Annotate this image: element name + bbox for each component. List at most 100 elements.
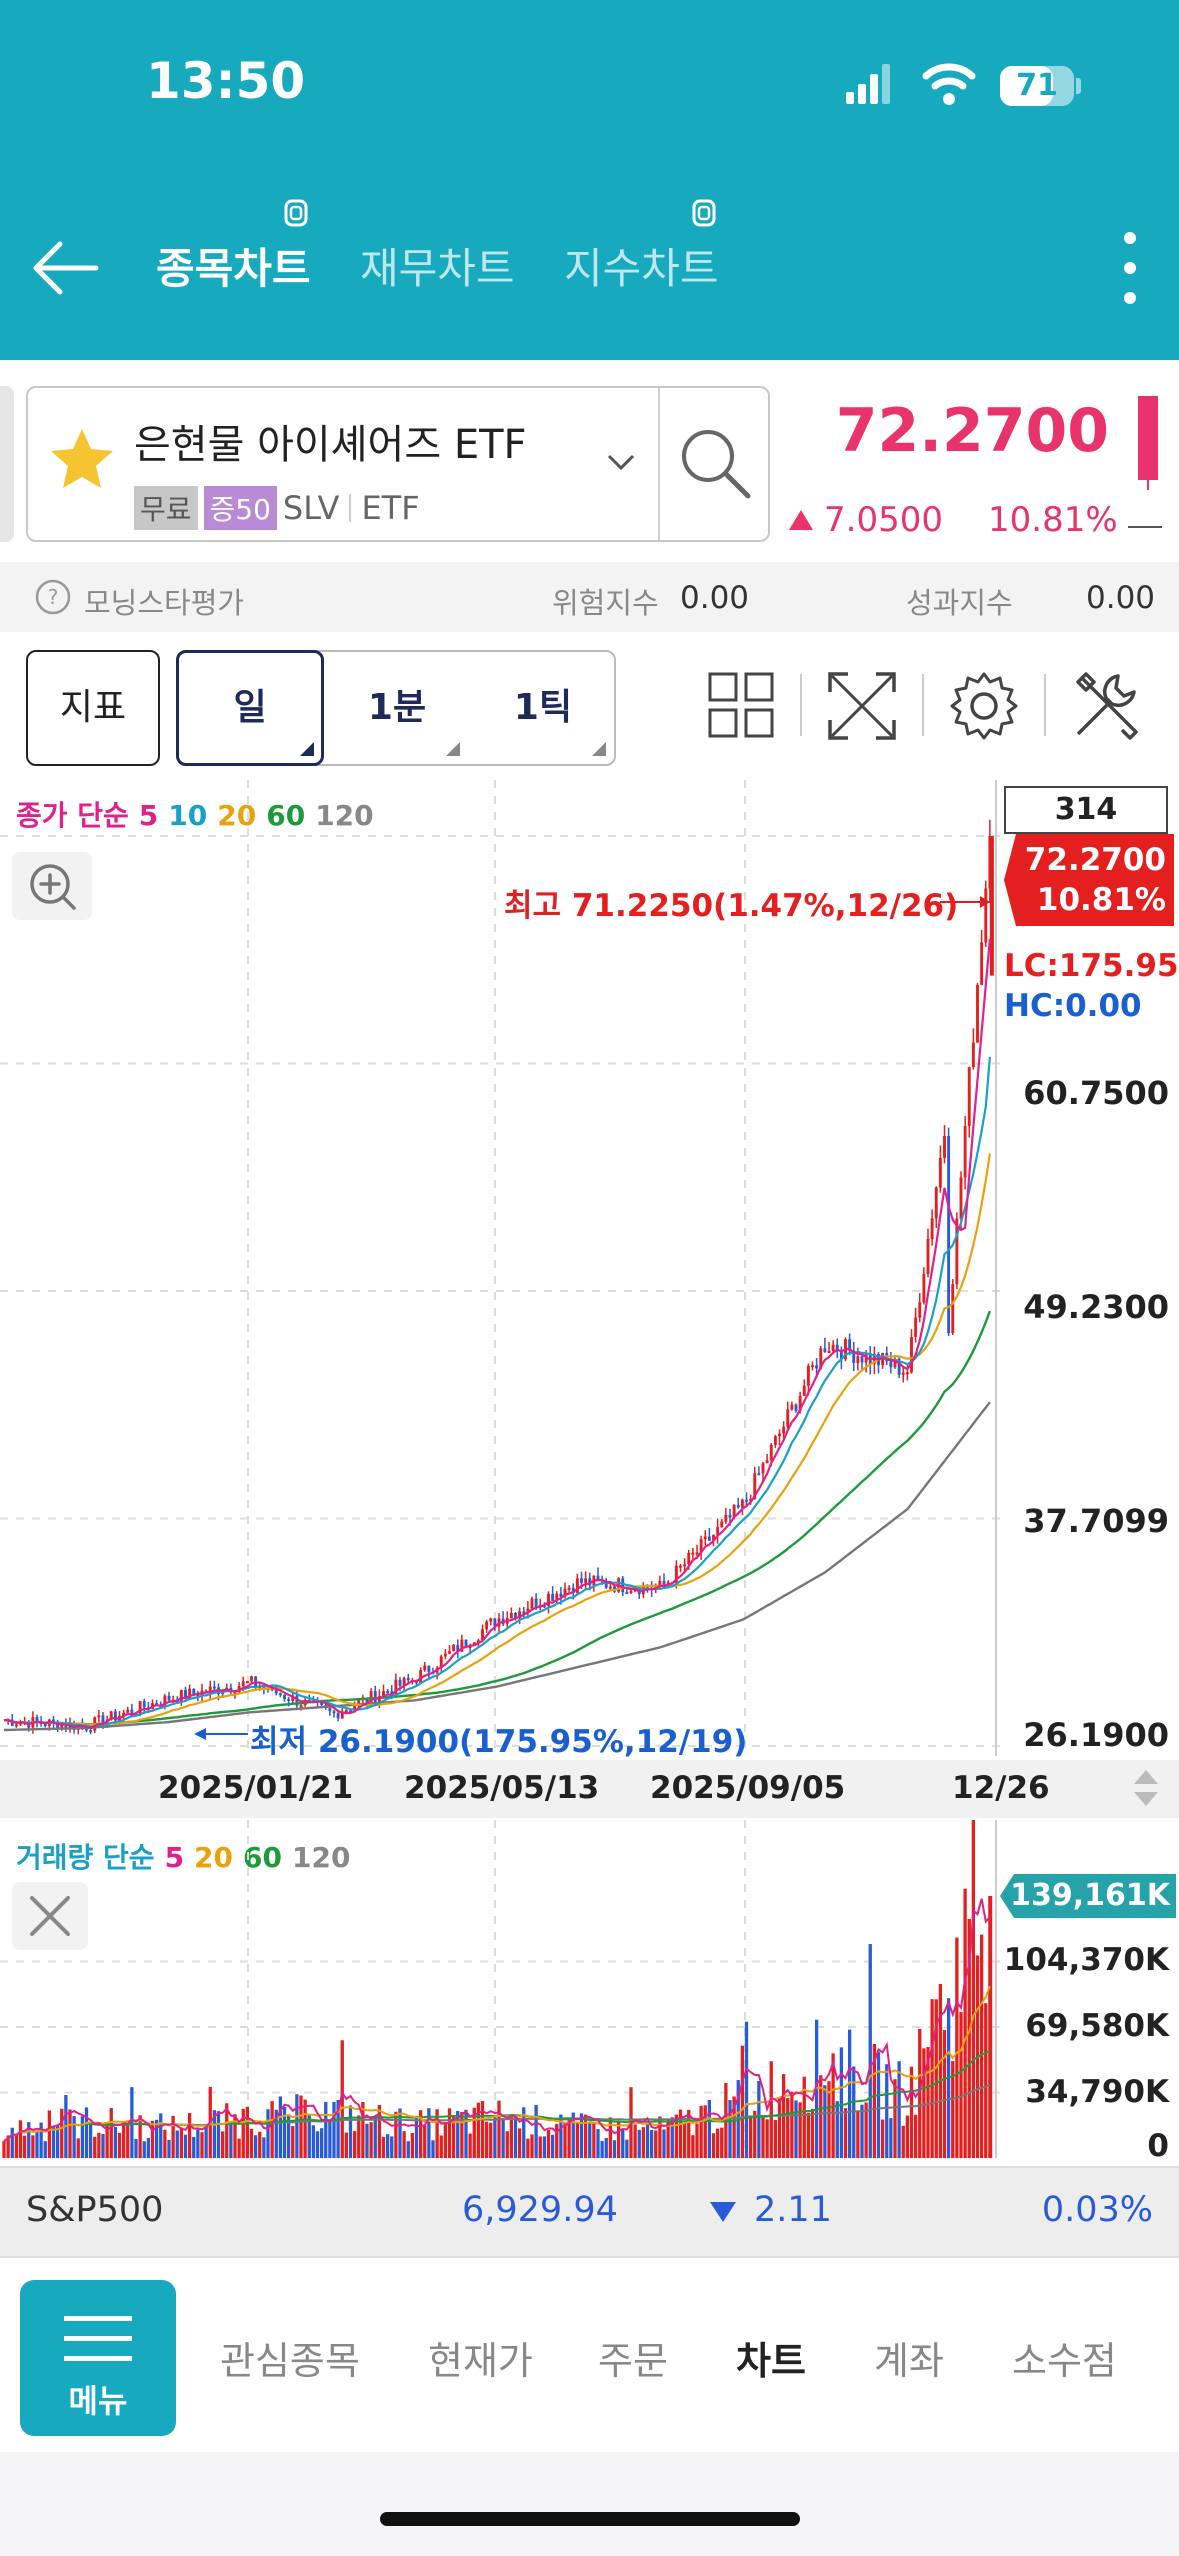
candle (390, 1691, 394, 1695)
high-arrow-head (980, 896, 990, 908)
volume-bar (435, 2109, 439, 2158)
volume-bar (711, 2133, 716, 2158)
help-icon[interactable]: ? (34, 578, 72, 616)
candle (43, 1724, 47, 1727)
candle (460, 1639, 464, 1652)
resize-handle-icon[interactable] (1128, 1764, 1164, 1812)
nav-account[interactable]: 계좌 (874, 2339, 944, 2383)
volume-bar (385, 2134, 390, 2158)
volume-bar (922, 2048, 926, 2158)
candle (584, 1578, 588, 1583)
search-icon[interactable] (676, 424, 756, 504)
nav-current-price[interactable]: 현재가 (428, 2339, 533, 2383)
candle (629, 1590, 633, 1593)
candle (823, 1348, 827, 1352)
candle (897, 1358, 901, 1375)
volume-bar (823, 2085, 827, 2158)
candle (547, 1593, 550, 1607)
nav-order[interactable]: 주문 (598, 2339, 668, 2383)
volume-bar (266, 2109, 270, 2158)
volume-bar (142, 2141, 146, 2158)
indicator-button[interactable]: 지표 (26, 650, 160, 766)
home-indicator[interactable] (380, 2512, 800, 2526)
volume-bar (10, 2127, 14, 2158)
nav-chart[interactable]: 차트 (736, 2339, 806, 2383)
volume-bar (736, 2080, 740, 2158)
tab-stock-chart[interactable]: 종목차트 (156, 244, 311, 293)
candle-count[interactable]: 314 (1004, 786, 1168, 834)
candle (526, 1608, 530, 1612)
candle (493, 1618, 497, 1627)
tab-index-chart[interactable]: 지수차트 (564, 244, 719, 293)
candle (790, 1404, 794, 1410)
star-icon[interactable] (48, 426, 116, 492)
candle (14, 1724, 18, 1727)
zoom-in-icon[interactable] (12, 852, 92, 920)
volume-bar (588, 2122, 592, 2158)
y-tick-37: 37.7099 (1023, 1502, 1169, 1540)
period-day-button[interactable]: 일 (176, 650, 324, 766)
candle (914, 1317, 918, 1337)
volume-bar (35, 2130, 39, 2158)
volume-bar (344, 2132, 349, 2158)
volume-bar (431, 2140, 435, 2158)
candle (138, 1701, 142, 1714)
tab-financial-chart[interactable]: 재무차트 (360, 244, 515, 293)
nav-watchlist[interactable]: 관심종목 (220, 2339, 360, 2383)
ma20-label: 20 (217, 799, 257, 832)
gear-icon[interactable] (946, 668, 1022, 744)
index-name: S&P500 (26, 2190, 164, 2230)
side-handle[interactable] (0, 386, 14, 542)
volume-bar (934, 1999, 938, 2158)
period-1tick-button[interactable]: 1틱 (513, 687, 573, 728)
candle (476, 1640, 480, 1643)
candle (761, 1463, 765, 1474)
candle (860, 1356, 864, 1363)
menu-button[interactable]: 메뉴 (20, 2280, 176, 2436)
volume-bar (567, 2120, 571, 2158)
more-icon[interactable] (1118, 228, 1142, 308)
stock-selector[interactable]: 은현물 아이셰어즈 ETF 무료 증50 SLV ETF (26, 386, 770, 542)
candle (905, 1372, 909, 1375)
high-annotation: 최고 71.2250(1.47%,12/26) (504, 888, 959, 924)
candle (398, 1679, 402, 1686)
back-arrow-icon[interactable] (30, 238, 100, 298)
volume-bar (637, 2129, 641, 2158)
close-icon[interactable] (12, 1882, 88, 1950)
candle (109, 1711, 113, 1720)
candle (481, 1629, 484, 1641)
volume-bar (988, 1896, 993, 2158)
index-ticker-bar[interactable] (0, 2166, 1179, 2258)
ma5-line (3, 938, 991, 1730)
price-chart[interactable] (0, 780, 1179, 1756)
period-1min-button[interactable]: 1분 (367, 687, 427, 728)
stock-name: 은현물 아이셰어즈 ETF (134, 422, 527, 468)
volume-chart[interactable] (0, 1820, 1179, 2160)
volume-bar (410, 2132, 415, 2158)
low-annotation: 최저 26.1900(175.95%,12/19) (250, 1724, 748, 1760)
candle (947, 1136, 951, 1334)
volume-bar (291, 2126, 295, 2158)
candle (798, 1395, 802, 1411)
volume-bar (93, 2136, 97, 2158)
volume-bar (658, 2116, 662, 2158)
volume-bar (501, 2118, 505, 2158)
volume-bar (517, 2128, 522, 2158)
volume-bar (926, 2046, 930, 2158)
volume-bar (732, 2096, 736, 2158)
volume-bar (951, 2061, 955, 2158)
candle (571, 1587, 575, 1593)
volume-bar (464, 2109, 468, 2158)
risk-value: 0.00 (680, 580, 750, 616)
fullscreen-icon[interactable] (824, 668, 900, 744)
nav-fractional[interactable]: 소수점 (1012, 2339, 1117, 2383)
volume-bar (163, 2129, 167, 2158)
volume-bar (43, 2141, 47, 2158)
volume-bar (348, 2105, 353, 2158)
up-triangle-icon (789, 510, 813, 530)
layout-grid-icon[interactable] (706, 670, 776, 740)
chevron-down-icon[interactable] (606, 452, 636, 472)
volume-bar (262, 2137, 266, 2158)
tools-icon[interactable] (1068, 668, 1144, 744)
candle (250, 1676, 253, 1682)
